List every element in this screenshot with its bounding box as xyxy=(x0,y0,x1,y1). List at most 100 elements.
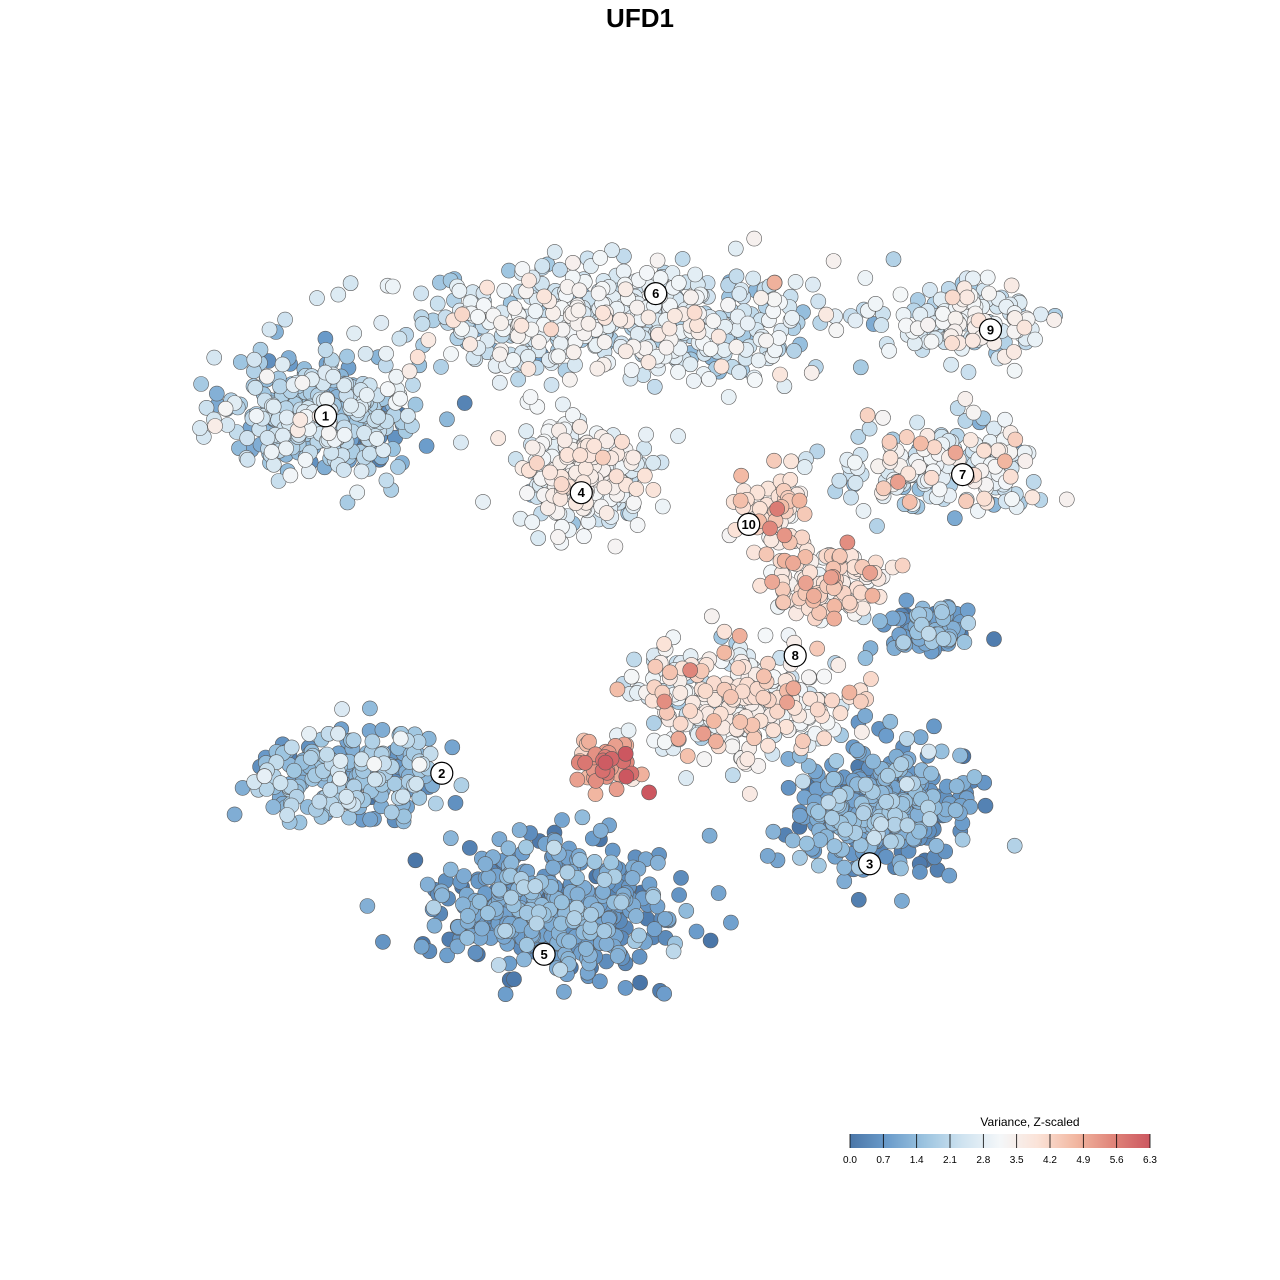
scatter-point xyxy=(278,409,295,426)
scatter-point xyxy=(427,795,444,812)
scatter-point xyxy=(349,484,366,501)
scatter-point xyxy=(812,832,828,848)
scatter-point xyxy=(556,983,572,1000)
scatter-point xyxy=(370,408,387,425)
scatter-point xyxy=(673,870,689,886)
scatter-point xyxy=(572,418,588,435)
scatter-point xyxy=(501,262,517,279)
scatter-point xyxy=(566,910,583,927)
scatter-point xyxy=(366,756,383,772)
scatter-point xyxy=(335,462,352,478)
cluster-label-text: 9 xyxy=(987,322,994,337)
scatter-point xyxy=(604,242,620,258)
scatter-point xyxy=(374,722,391,738)
scatter-point xyxy=(301,726,317,742)
scatter-point xyxy=(928,837,945,854)
scatter-point xyxy=(550,529,566,545)
scatter-point xyxy=(259,368,275,385)
scatter-point xyxy=(565,254,581,271)
point-layer xyxy=(192,230,1075,1003)
scatter-point xyxy=(962,432,979,448)
scatter-point xyxy=(571,282,588,299)
scatter-point xyxy=(665,943,682,960)
scatter-point xyxy=(839,534,856,551)
cluster-label-circle xyxy=(857,852,882,876)
scatter-point xyxy=(492,346,508,363)
scatter-point xyxy=(346,325,363,342)
scatter-point xyxy=(944,335,960,351)
scatter-point xyxy=(552,261,568,278)
scatter-point xyxy=(362,811,379,828)
scatter-point xyxy=(757,627,774,644)
scatter-point xyxy=(878,793,895,810)
scatter-point xyxy=(1046,312,1062,328)
scatter-point xyxy=(872,613,888,629)
scatter-point xyxy=(882,713,899,730)
scatter-point xyxy=(565,344,582,361)
scatter-point xyxy=(330,725,346,742)
legend-tick-label: 0.0 xyxy=(843,1155,857,1166)
scatter-point xyxy=(543,377,560,393)
scatter-point xyxy=(688,923,705,940)
scatter-point xyxy=(678,770,694,786)
scatter-point xyxy=(574,809,591,826)
scatter-point xyxy=(629,299,645,316)
scatter-point xyxy=(451,282,468,299)
scatter-point xyxy=(460,908,476,924)
legend-tick-label: 4.2 xyxy=(1043,1155,1057,1166)
scatter-point xyxy=(750,352,767,369)
scatter-point xyxy=(762,520,778,537)
scatter-point xyxy=(433,359,449,375)
scatter-point xyxy=(912,864,928,880)
scatter-point xyxy=(545,859,561,876)
scatter-point xyxy=(561,371,578,388)
cluster-label-circle xyxy=(532,942,556,966)
scatter-point xyxy=(830,657,847,673)
scatter-point xyxy=(524,514,541,531)
scatter-point xyxy=(671,887,687,903)
scatter-point xyxy=(319,746,335,763)
scatter-point xyxy=(824,692,840,709)
legend-tick-label: 4.9 xyxy=(1076,1155,1090,1166)
scatter-point xyxy=(731,628,748,644)
scatter-point xyxy=(723,914,739,931)
scatter-point xyxy=(656,693,673,710)
cluster-label-text: 1 xyxy=(322,408,329,423)
scatter-point xyxy=(569,771,586,788)
scatter-point xyxy=(640,354,657,371)
scatter-point xyxy=(792,807,808,824)
scatter-point xyxy=(986,631,1002,647)
scatter-point xyxy=(392,390,408,407)
scatter-point xyxy=(311,793,328,810)
scatter-point xyxy=(192,420,208,436)
scatter-point xyxy=(816,730,833,747)
scatter-point xyxy=(246,351,263,368)
scatter-point xyxy=(861,420,878,437)
scatter-point xyxy=(893,860,909,877)
scatter-point xyxy=(662,664,678,681)
scatter-point xyxy=(542,464,558,481)
scatter-point xyxy=(666,308,683,324)
scatter-point xyxy=(369,430,385,447)
scatter-point xyxy=(193,376,209,392)
scatter-point xyxy=(641,784,657,801)
scatter-point xyxy=(615,263,632,280)
scatter-point xyxy=(796,506,813,522)
scatter-point xyxy=(720,297,737,313)
scatter-point xyxy=(629,517,646,533)
scatter-point xyxy=(617,281,634,298)
scatter-point xyxy=(837,821,854,838)
scatter-point xyxy=(746,230,763,247)
legend-tick-label: 1.4 xyxy=(910,1155,924,1166)
scatter-point xyxy=(780,779,797,796)
scatter-point xyxy=(383,804,400,821)
scatter-point xyxy=(550,348,567,365)
scatter-point xyxy=(522,389,539,405)
scatter-point xyxy=(658,339,675,356)
scatter-point xyxy=(384,278,401,295)
scatter-point xyxy=(997,411,1013,428)
scatter-point xyxy=(697,683,714,699)
scatter-point xyxy=(597,754,614,771)
scatter-point xyxy=(503,889,520,906)
scatter-point xyxy=(623,668,640,685)
